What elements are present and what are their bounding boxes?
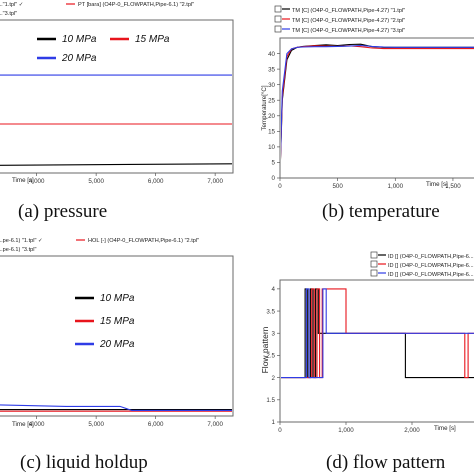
y-tick-label: 2 [272,375,276,382]
plot-frame [279,279,474,423]
temperature-chart: TM [C] (O4P-0_FLOWPATH,Pipe-4.27) "1.tpl… [261,5,474,190]
chart-panel-flow-pattern: ID [] (O4P-0_FLOWPATH,Pipe-6... ID [] (O4… [250,236,474,436]
y-tick-label: 1 [272,419,276,426]
header-legend-text: ID [] (O4P-0_FLOWPATH,Pipe-6... [388,272,474,278]
header-legend-text: ..."1.tpl" ✓ [0,2,23,8]
check-box-icon [274,5,282,13]
y-tick-label: 25 [268,97,275,104]
y-tick-label: 10 [268,144,275,151]
x-tick-label: 4,000 [29,421,45,428]
chart-panel-pressure: ..."1.tpl" ✓ PT [bara] (O4P-0_FLOWPATH,Pi… [0,0,250,196]
x-tick-label: 1,000 [338,427,354,434]
x-tick-label: 0 [278,183,282,190]
check-box-icon [274,25,282,33]
flow-pattern-chart: ID [] (O4P-0_FLOWPATH,Pipe-6... ID [] (O4… [260,251,474,434]
legend-label: 15 MPa [100,316,135,327]
y-tick-label: 0 [272,175,276,182]
header-legend-text: ID [] (O4P-0_FLOWPATH,Pipe-6... [388,254,474,260]
caption-liquid-holdup: (c) liquid holdup [20,452,148,473]
plot-frame [279,37,474,179]
check-box-icon [370,260,378,268]
x-tick-label: 0 [278,427,282,434]
legend-label: 20 MPa [99,339,135,350]
x-tick-label: 6,000 [148,178,164,185]
x-tick-label: 1,000 [388,183,404,190]
y-tick-label: 2.5 [266,353,275,360]
header-legend-text: TM [C] (O4P-0_FLOWPATH,Pipe-4.27) "3.tpl… [292,28,405,34]
x-axis-label: Time [s] [12,177,34,184]
caption-temperature: (b) temperature [322,201,440,222]
x-tick-label: 4,000 [29,178,45,185]
caption-flow-pattern: (d) flow pattern [326,452,446,473]
header-legend-text: PT [bara] (O4P-0_FLOWPATH,Pipe-6.1) "2.t… [78,2,194,8]
series-line [0,404,232,411]
legend-label: 10 MPa [100,293,135,304]
header-legend-text: ID [] (O4P-0_FLOWPATH,Pipe-6... [388,263,474,269]
header-legend-text: HOL [-] (O4P-0_FLOWPATH,Pipe-6.1) "2.tpl… [88,238,199,244]
y-tick-label: 5 [272,160,276,167]
x-axis-label: Time [s] [12,421,34,428]
y-tick-label: 20 [268,113,275,120]
y-tick-label: 1.5 [266,397,275,404]
x-axis-label: Time [s] [426,181,448,188]
x-tick-label: 7,000 [207,421,223,428]
x-tick-label: 5,000 [88,178,104,185]
x-tick-label: 6,000 [148,421,164,428]
header-legend-text: ...pe-6.1) "1.tpl" ✓ [0,238,43,244]
header-legend-text: ...pe-6.1) "3.tpl" [0,247,36,253]
chart-panel-liquid-holdup: ...pe-6.1) "1.tpl" ✓ HOL [-] (O4P-0_FLOWP… [0,236,250,436]
y-axis-label: Temperature[°C] [261,85,268,130]
check-box-icon [370,269,378,277]
legend-label: 15 MPa [135,34,170,45]
header-legend-text: TM [C] (O4P-0_FLOWPATH,Pipe-4.27) "1.tpl… [292,8,405,14]
x-tick-label: 5,000 [88,421,104,428]
y-tick-label: 3.5 [266,308,275,315]
legend-label: 10 MPa [62,34,97,45]
y-tick-label: 15 [268,129,275,136]
liquid-holdup-chart: ...pe-6.1) "1.tpl" ✓ HOL [-] (O4P-0_FLOWP… [0,238,234,428]
y-axis-label: Flow pattern [260,326,270,373]
series-line [281,288,474,379]
header-legend-text: TM [C] (O4P-0_FLOWPATH,Pipe-4.27) "2.tpl… [292,18,405,24]
chart-panel-temperature: TM [C] (O4P-0_FLOWPATH,Pipe-4.27) "1.tpl… [250,0,474,196]
series-line [281,44,474,159]
legend-label: 20 MPa [61,53,97,64]
caption-pressure: (a) pressure [18,201,108,222]
x-tick-label: 7,000 [207,178,223,185]
x-tick-label: 2,000 [404,427,420,434]
x-tick-label: 500 [332,183,343,190]
y-tick-label: 40 [268,51,275,58]
y-tick-label: 3 [272,330,276,337]
y-tick-label: 30 [268,82,275,89]
y-tick-label: 4 [272,286,276,293]
header-legend-text: ..."3.tpl" [0,11,17,17]
x-tick-label: 1,500 [445,183,461,190]
y-tick-label: 35 [268,66,275,73]
pressure-chart: ..."1.tpl" ✓ PT [bara] (O4P-0_FLOWPATH,Pi… [0,2,234,185]
series-line [0,163,232,166]
x-axis-label: Time [s] [434,425,456,432]
check-box-icon [274,15,282,23]
legend-box [55,30,200,70]
check-box-icon [370,251,378,259]
